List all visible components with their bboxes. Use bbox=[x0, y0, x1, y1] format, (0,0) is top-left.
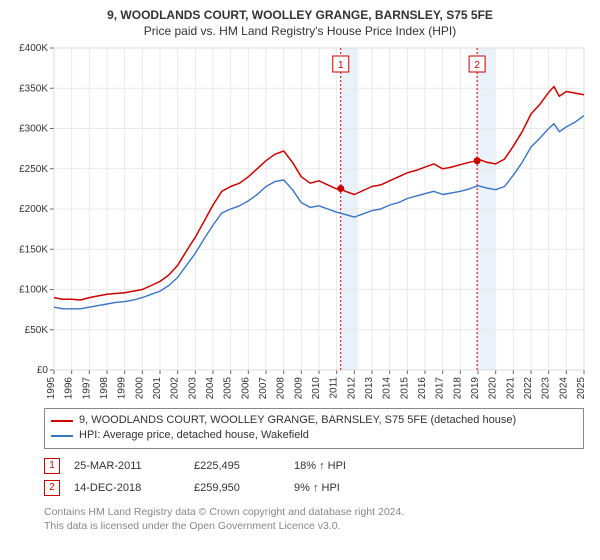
svg-text:£50K: £50K bbox=[25, 325, 49, 336]
sale-marker-box: 1 bbox=[44, 458, 60, 474]
svg-text:£400K: £400K bbox=[19, 43, 48, 54]
svg-text:2018: 2018 bbox=[452, 377, 463, 400]
svg-text:1997: 1997 bbox=[81, 377, 92, 400]
svg-text:2021: 2021 bbox=[505, 377, 516, 400]
chart-plot: £0 £50K £100K £150K £200K £250K £300K £350K £400… bbox=[8, 42, 592, 402]
svg-text:2001: 2001 bbox=[152, 377, 163, 400]
svg-text:2010: 2010 bbox=[311, 377, 322, 400]
svg-text:1995: 1995 bbox=[46, 377, 57, 400]
svg-text:£200K: £200K bbox=[19, 204, 48, 215]
svg-text:2017: 2017 bbox=[435, 377, 446, 400]
svg-text:2: 2 bbox=[474, 60, 480, 71]
svg-text:£100K: £100K bbox=[19, 285, 48, 296]
attribution-line: Contains HM Land Registry data © Crown c… bbox=[44, 505, 584, 519]
svg-text:1999: 1999 bbox=[117, 377, 128, 400]
svg-text:£250K: £250K bbox=[19, 164, 48, 175]
svg-text:£150K: £150K bbox=[19, 244, 48, 255]
sale-price: £225,495 bbox=[194, 460, 294, 472]
svg-text:2014: 2014 bbox=[382, 377, 393, 400]
svg-text:2022: 2022 bbox=[523, 377, 534, 400]
attribution-line: This data is licensed under the Open Gov… bbox=[44, 519, 584, 533]
svg-text:2024: 2024 bbox=[558, 377, 569, 400]
sale-date: 14-DEC-2018 bbox=[74, 482, 194, 494]
svg-text:2013: 2013 bbox=[364, 377, 375, 400]
sales-row: 1 25-MAR-2011£225,49518% ↑ HPI bbox=[44, 455, 584, 477]
svg-text:2025: 2025 bbox=[576, 377, 587, 400]
svg-text:2012: 2012 bbox=[346, 377, 357, 400]
svg-text:2015: 2015 bbox=[399, 377, 410, 400]
svg-text:2004: 2004 bbox=[205, 377, 216, 400]
line-chart-svg: £0 £50K £100K £150K £200K £250K £300K £350K £400… bbox=[8, 42, 592, 402]
svg-text:2020: 2020 bbox=[488, 377, 499, 400]
svg-text:2023: 2023 bbox=[541, 377, 552, 400]
svg-text:£0: £0 bbox=[37, 365, 49, 376]
svg-text:2011: 2011 bbox=[329, 377, 340, 399]
sale-price: £259,950 bbox=[194, 482, 294, 494]
svg-text:2000: 2000 bbox=[134, 377, 145, 400]
svg-text:2005: 2005 bbox=[223, 377, 234, 400]
legend-label: 9, WOODLANDS COURT, WOOLLEY GRANGE, BARN… bbox=[79, 413, 516, 428]
attribution: Contains HM Land Registry data © Crown c… bbox=[44, 505, 584, 533]
svg-text:2006: 2006 bbox=[240, 377, 251, 400]
svg-text:2007: 2007 bbox=[258, 377, 269, 400]
sale-delta: 18% ↑ HPI bbox=[294, 460, 394, 472]
svg-text:2008: 2008 bbox=[276, 377, 287, 400]
legend-swatch bbox=[51, 420, 73, 422]
legend-item: HPI: Average price, detached house, Wake… bbox=[51, 428, 577, 443]
chart-container: 9, WOODLANDS COURT, WOOLLEY GRANGE, BARN… bbox=[0, 0, 600, 537]
svg-text:£300K: £300K bbox=[19, 124, 48, 135]
svg-text:1996: 1996 bbox=[64, 377, 75, 400]
sales-table: 1 25-MAR-2011£225,49518% ↑ HPI 2 14-DEC-201… bbox=[44, 455, 584, 499]
chart-title: 9, WOODLANDS COURT, WOOLLEY GRANGE, BARN… bbox=[8, 8, 592, 22]
svg-text:1: 1 bbox=[338, 60, 344, 71]
svg-text:£350K: £350K bbox=[19, 83, 48, 94]
sale-delta: 9% ↑ HPI bbox=[294, 482, 394, 494]
svg-text:2019: 2019 bbox=[470, 377, 481, 400]
legend-item: 9, WOODLANDS COURT, WOOLLEY GRANGE, BARN… bbox=[51, 413, 577, 428]
legend-label: HPI: Average price, detached house, Wake… bbox=[79, 428, 309, 443]
svg-text:2002: 2002 bbox=[170, 377, 181, 400]
sales-row: 2 14-DEC-2018£259,9509% ↑ HPI bbox=[44, 477, 584, 499]
legend-swatch bbox=[51, 435, 73, 437]
sale-marker-box: 2 bbox=[44, 480, 60, 496]
sale-date: 25-MAR-2011 bbox=[74, 460, 194, 472]
legend: 9, WOODLANDS COURT, WOOLLEY GRANGE, BARN… bbox=[44, 408, 584, 449]
svg-text:2003: 2003 bbox=[187, 377, 198, 400]
svg-text:2016: 2016 bbox=[417, 377, 428, 400]
svg-text:2009: 2009 bbox=[293, 377, 304, 400]
svg-text:1998: 1998 bbox=[99, 377, 110, 400]
chart-subtitle: Price paid vs. HM Land Registry's House … bbox=[8, 24, 592, 38]
